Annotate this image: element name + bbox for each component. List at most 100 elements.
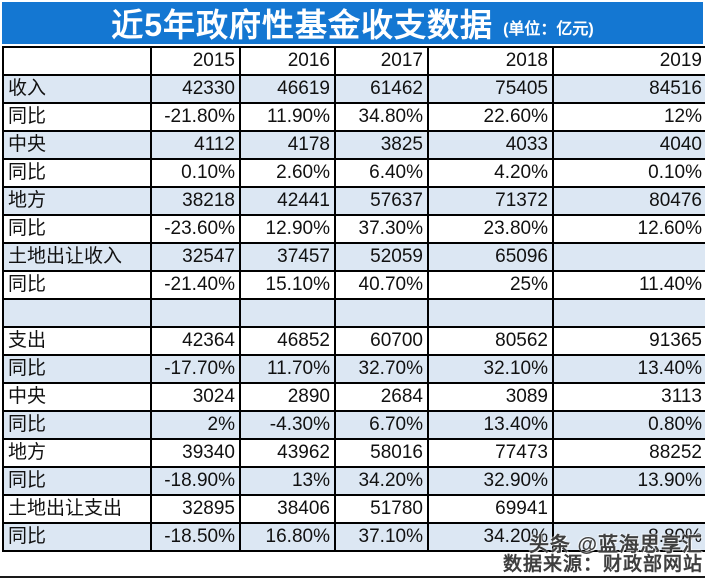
value-cell: 6.40% — [334, 158, 429, 188]
value-cell: 32.70% — [334, 354, 429, 384]
value-cell: 4040 — [552, 130, 705, 160]
value-cell: 88252 — [552, 438, 705, 468]
row-label: 地方 — [2, 186, 152, 216]
value-cell: 46619 — [239, 74, 336, 104]
table-row: 同比 -18.50% 16.80% 37.10% 34.20% 8.80% — [2, 522, 705, 552]
value-cell: 3024 — [150, 382, 241, 412]
value-cell: 32547 — [150, 242, 241, 272]
row-label: 同比 — [2, 270, 152, 300]
value-cell: 38406 — [239, 494, 336, 524]
value-cell: 37.10% — [334, 522, 429, 552]
row-label: 中央 — [2, 382, 152, 412]
row-label: 土地出让支出 — [2, 494, 152, 524]
table-row: 收入 42330 46619 61462 75405 84516 — [2, 74, 705, 104]
value-cell: 13% — [239, 466, 336, 496]
value-cell: 42441 — [239, 186, 336, 216]
value-cell: 71372 — [427, 186, 554, 216]
row-label — [2, 298, 152, 328]
value-cell: 65096 — [427, 242, 554, 272]
value-cell: 0.10% — [150, 158, 241, 188]
value-cell — [334, 298, 429, 328]
table-row: 支出 42364 46852 60700 80562 91365 — [2, 326, 705, 356]
row-label: 中央 — [2, 130, 152, 160]
value-cell: -23.60% — [150, 214, 241, 244]
value-cell: 16.80% — [239, 522, 336, 552]
value-cell: 13.40% — [427, 410, 554, 440]
value-cell — [552, 494, 705, 524]
value-cell — [552, 298, 705, 328]
value-cell: 2.60% — [239, 158, 336, 188]
row-label: 同比 — [2, 354, 152, 384]
value-cell: 12.90% — [239, 214, 336, 244]
value-cell: 58016 — [334, 438, 429, 468]
table-row: 同比 2% -4.30% 6.70% 13.40% 0.80% — [2, 410, 705, 440]
table-row: 中央 3024 2890 2684 3089 3113 — [2, 382, 705, 412]
value-cell: 0.10% — [552, 158, 705, 188]
row-label: 支出 — [2, 326, 152, 356]
value-cell: 3089 — [427, 382, 554, 412]
corner-cell — [2, 46, 152, 76]
value-cell: 11.90% — [239, 102, 336, 132]
spacer-row — [2, 298, 705, 328]
value-cell: 34.20% — [334, 466, 429, 496]
value-cell: 32895 — [150, 494, 241, 524]
value-cell — [239, 298, 336, 328]
value-cell — [552, 242, 705, 272]
row-label: 收入 — [2, 74, 152, 104]
table-row: 同比 -18.90% 13% 34.20% 32.90% 13.90% — [2, 466, 705, 496]
row-label: 土地出让收入 — [2, 242, 152, 272]
value-cell: 84516 — [552, 74, 705, 104]
value-cell: 61462 — [334, 74, 429, 104]
value-cell: 38218 — [150, 186, 241, 216]
bottom-border-line — [0, 576, 705, 578]
table-row: 土地出让支出 32895 38406 51780 69941 — [2, 494, 705, 524]
value-cell: -17.70% — [150, 354, 241, 384]
table-row: 同比 -17.70% 11.70% 32.70% 32.10% 13.40% — [2, 354, 705, 384]
value-cell: 39340 — [150, 438, 241, 468]
value-cell: 4178 — [239, 130, 336, 160]
table-row: 土地出让收入 32547 37457 52059 65096 — [2, 242, 705, 272]
value-cell: 25% — [427, 270, 554, 300]
value-cell: 80562 — [427, 326, 554, 356]
value-cell: 11.40% — [552, 270, 705, 300]
table-row: 地方 38218 42441 57637 71372 80476 — [2, 186, 705, 216]
value-cell: 6.70% — [334, 410, 429, 440]
value-cell: 13.40% — [552, 354, 705, 384]
value-cell: 2% — [150, 410, 241, 440]
value-cell: -21.80% — [150, 102, 241, 132]
value-cell: 80476 — [552, 186, 705, 216]
year-header-2019: 2019 — [552, 46, 705, 76]
row-label: 同比 — [2, 410, 152, 440]
value-cell: 57637 — [334, 186, 429, 216]
value-cell: -4.30% — [239, 410, 336, 440]
value-cell: 0.80% — [552, 410, 705, 440]
table-row: 同比 -21.80% 11.90% 34.80% 22.60% 12% — [2, 102, 705, 132]
value-cell: 34.80% — [334, 102, 429, 132]
value-cell: 60700 — [334, 326, 429, 356]
value-cell: 32.10% — [427, 354, 554, 384]
watermark-data-source: 数据来源：财政部网站 — [502, 554, 703, 575]
value-cell: 22.60% — [427, 102, 554, 132]
value-cell: 8.80% — [552, 522, 705, 552]
value-cell: 32.90% — [427, 466, 554, 496]
row-label: 同比 — [2, 466, 152, 496]
value-cell: 52059 — [334, 242, 429, 272]
value-cell: -21.40% — [150, 270, 241, 300]
value-cell: 91365 — [552, 326, 705, 356]
title-unit-label: (单位：亿元) — [503, 21, 594, 38]
value-cell: 4112 — [150, 130, 241, 160]
year-header-2015: 2015 — [150, 46, 241, 76]
value-cell: 3113 — [552, 382, 705, 412]
value-cell — [427, 298, 554, 328]
value-cell — [150, 298, 241, 328]
value-cell: 42364 — [150, 326, 241, 356]
fund-data-table: 2015 2016 2017 2018 2019 收入 42330 46619 614… — [2, 46, 705, 552]
table-row: 中央 4112 4178 3825 4033 4040 — [2, 130, 705, 160]
value-cell: 69941 — [427, 494, 554, 524]
value-cell: 42330 — [150, 74, 241, 104]
row-label: 同比 — [2, 158, 152, 188]
value-cell: 4033 — [427, 130, 554, 160]
value-cell: 11.70% — [239, 354, 336, 384]
row-label: 同比 — [2, 522, 152, 552]
value-cell: -18.90% — [150, 466, 241, 496]
